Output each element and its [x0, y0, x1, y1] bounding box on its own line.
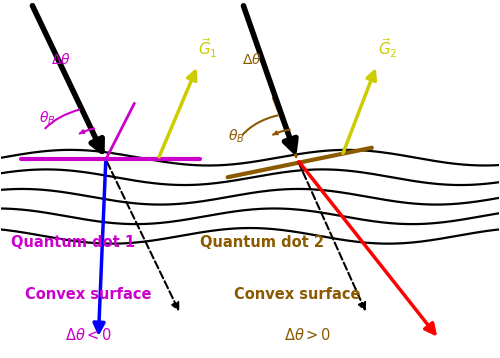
Text: $\Delta\theta<0$: $\Delta\theta<0$ — [65, 327, 112, 343]
Text: $\theta_B$: $\theta_B$ — [228, 128, 244, 145]
Text: Convex surface: Convex surface — [25, 287, 152, 302]
Text: Quantum dot 2: Quantum dot 2 — [200, 236, 324, 251]
Text: $\theta_B$: $\theta_B$ — [38, 110, 56, 127]
Text: Quantum dot 1: Quantum dot 1 — [12, 236, 136, 251]
Text: $\Delta\theta$: $\Delta\theta$ — [51, 52, 71, 67]
Text: Convex surface: Convex surface — [234, 287, 360, 302]
Text: $\vec{G}_2$: $\vec{G}_2$ — [378, 37, 398, 60]
Text: $\Delta\theta$: $\Delta\theta$ — [242, 52, 262, 67]
Text: $\vec{G}_1$: $\vec{G}_1$ — [198, 37, 218, 60]
Text: $\Delta\theta>0$: $\Delta\theta>0$ — [284, 327, 331, 343]
